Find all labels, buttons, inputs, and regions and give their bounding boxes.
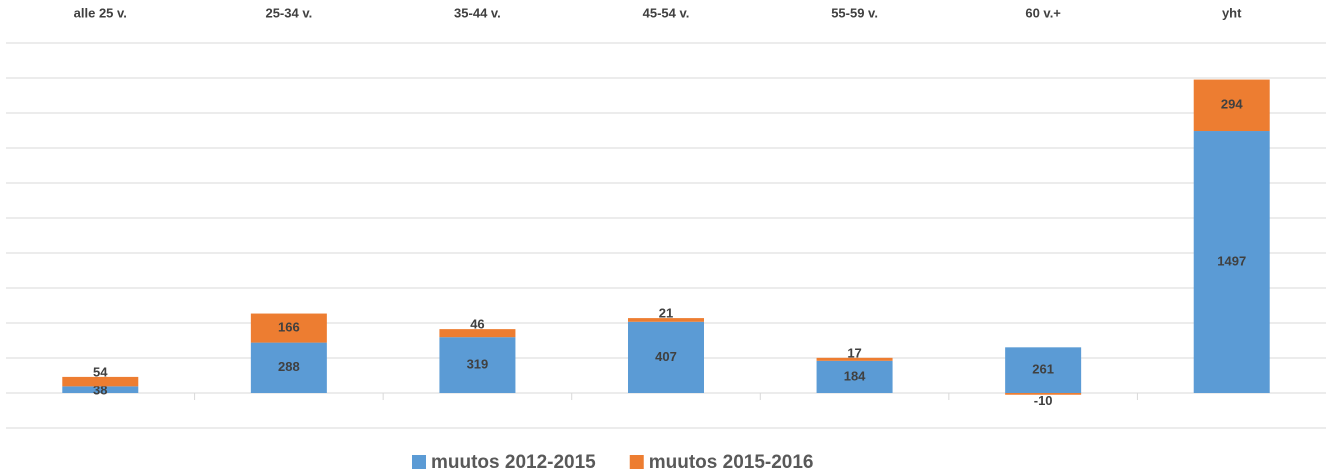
x-tick-label: 45-54 v. <box>643 5 690 20</box>
x-tick-label: 35-44 v. <box>454 5 501 20</box>
bar-segment <box>250 313 327 343</box>
data-label: 1497 <box>1217 253 1246 268</box>
bar-segment <box>628 318 704 322</box>
x-tick-label: 55-59 v. <box>831 5 878 20</box>
data-label: 17 <box>847 345 861 360</box>
data-label: 184 <box>844 368 866 383</box>
bar-segment <box>628 321 704 393</box>
legend-label: muutos 2012-2015 <box>431 452 596 470</box>
data-label: 407 <box>655 349 677 364</box>
legend-label: muutos 2015-2016 <box>649 452 814 470</box>
bar-segment <box>439 329 516 338</box>
bar-segment <box>250 342 327 393</box>
bar-segment <box>1193 131 1270 393</box>
data-label: 54 <box>93 364 108 379</box>
x-tick-label: alle 25 v. <box>74 5 127 20</box>
data-label: 261 <box>1032 362 1054 377</box>
data-label: 21 <box>659 306 673 321</box>
bar-segment <box>816 357 893 361</box>
bar-segment <box>62 386 139 393</box>
data-label: -10 <box>1034 393 1053 408</box>
data-label: 46 <box>470 317 484 332</box>
bar-segment <box>1193 79 1270 132</box>
data-label: 294 <box>1221 97 1243 112</box>
bar-segment <box>1005 393 1082 395</box>
legend-swatch <box>412 455 426 469</box>
data-label: 319 <box>467 357 489 372</box>
x-tick-label: 25-34 v. <box>265 5 312 20</box>
data-label: 288 <box>278 359 300 374</box>
x-tick-label: yht <box>1222 5 1242 20</box>
legend-swatch <box>629 455 644 469</box>
bar-segment <box>439 337 516 393</box>
bar-segment <box>62 376 139 387</box>
x-tick-label: 60 v.+ <box>1025 5 1061 20</box>
data-label: 166 <box>278 320 300 335</box>
bar-segment <box>816 360 893 393</box>
bar-segment <box>1005 347 1082 393</box>
